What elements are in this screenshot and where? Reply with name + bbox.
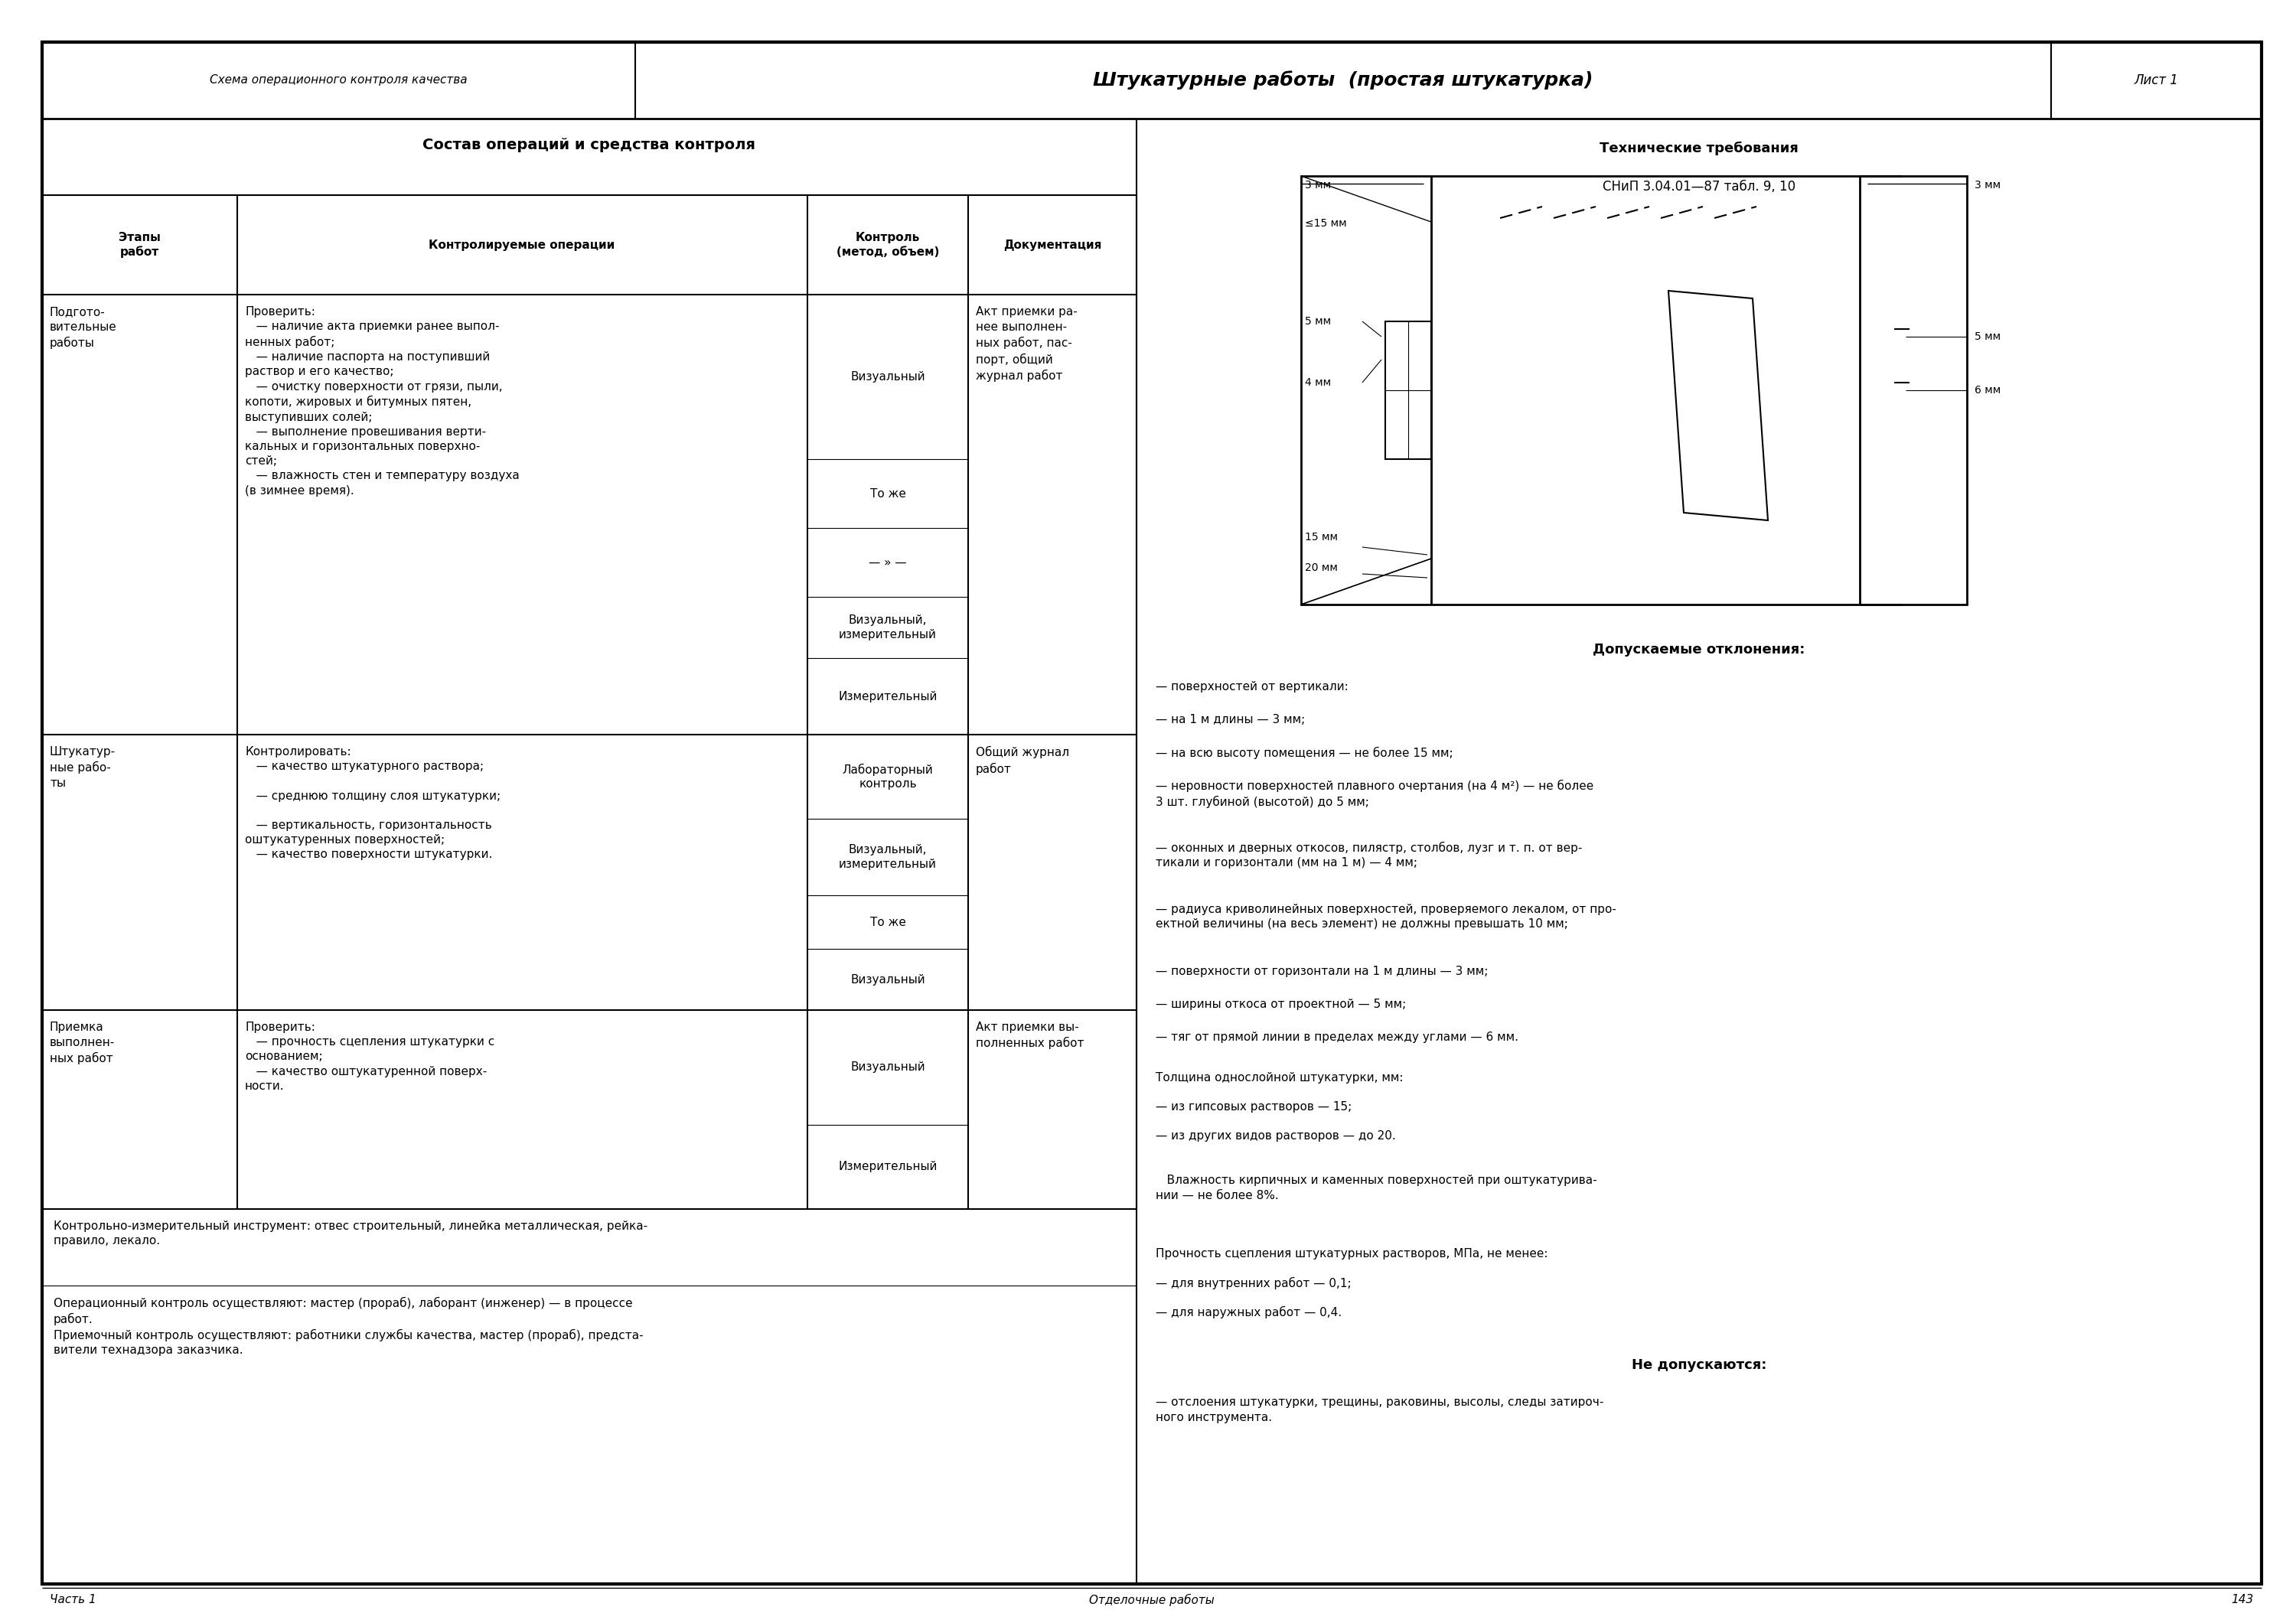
Text: — ширины откоса от проектной — 5 мм;: — ширины откоса от проектной — 5 мм; [1155, 998, 1405, 1010]
Text: Визуальный: Визуальный [850, 370, 925, 383]
Text: СНиП 3.04.01—87 табл. 9, 10: СНиП 3.04.01—87 табл. 9, 10 [1603, 180, 1795, 193]
Text: Контролировать:
   — качество штукатурного раствора;

   — среднюю толщину слоя : Контролировать: — качество штукатурного … [246, 747, 501, 860]
Text: Состав операций и средства контроля: Состав операций и средства контроля [422, 138, 755, 153]
Text: — из гипсовых растворов — 15;: — из гипсовых растворов — 15; [1155, 1100, 1352, 1113]
Text: Визуальный: Визуальный [850, 974, 925, 985]
Text: То же: То же [870, 489, 905, 500]
Text: Проверить:
   — наличие акта приемки ранее выпол-
ненных работ;
   — наличие пас: Проверить: — наличие акта приемки ранее … [246, 307, 519, 497]
Bar [1302, 175, 1968, 604]
Text: Документация: Документация [1003, 239, 1102, 250]
Text: Визуальный: Визуальный [850, 1061, 925, 1073]
Text: — для внутренних работ — 0,1;: — для внутренних работ — 0,1; [1155, 1277, 1352, 1290]
Text: 3 мм: 3 мм [1975, 180, 2000, 190]
Text: То же: То же [870, 917, 905, 928]
Text: — на 1 м длины — 3 мм;: — на 1 м длины — 3 мм; [1155, 714, 1304, 725]
Text: Акт приемки вы-
полненных работ: Акт приемки вы- полненных работ [976, 1021, 1084, 1050]
Text: Проверить:
   — прочность сцепления штукатурки с
основанием;
   — качество оштук: Проверить: — прочность сцепления штукату… [246, 1021, 494, 1092]
Text: 3 мм: 3 мм [1304, 180, 1332, 190]
Text: Операционный контроль осуществляют: мастер (прораб), лаборант (инженер) — в проц: Операционный контроль осуществляют: маст… [53, 1297, 643, 1355]
Text: Допускаемые отклонения:: Допускаемые отклонения: [1593, 643, 1805, 657]
Text: Штукатурные работы  (простая штукатурка): Штукатурные работы (простая штукатурка) [1093, 71, 1593, 89]
Text: Подгото-
вительные
работы: Подгото- вительные работы [51, 307, 117, 349]
Text: 6 мм: 6 мм [1975, 385, 2000, 396]
Text: — неровности поверхностей плавного очертания (на 4 м²) — не более
3 шт. глубиной: — неровности поверхностей плавного очерт… [1155, 779, 1593, 808]
Text: Контролируемые операции: Контролируемые операции [429, 239, 615, 250]
Text: — поверхностей от вертикали:: — поверхностей от вертикали: [1155, 682, 1348, 693]
Text: Отделочные работы: Отделочные работы [1088, 1594, 1215, 1607]
Text: Измерительный: Измерительный [838, 1160, 937, 1173]
Text: Акт приемки ра-
нее выполнен-
ных работ, пас-
порт, общий
журнал работ: Акт приемки ра- нее выполнен- ных работ,… [976, 307, 1077, 381]
Text: 15 мм: 15 мм [1304, 532, 1339, 542]
Text: Штукатур-
ные рабо-
ты: Штукатур- ные рабо- ты [51, 747, 115, 789]
Text: — из других видов растворов — до 20.: — из других видов растворов — до 20. [1155, 1130, 1396, 1141]
Text: Технические требования: Технические требования [1600, 141, 1798, 156]
Text: Измерительный: Измерительный [838, 691, 937, 703]
Text: — отслоения штукатурки, трещины, раковины, высолы, следы затироч-
ного инструмен: — отслоения штукатурки, трещины, раковин… [1155, 1396, 1603, 1423]
Text: — » —: — » — [868, 557, 907, 568]
Text: — радиуса криволинейных поверхностей, проверяемого лекалом, от про-
ектной велич: — радиуса криволинейных поверхностей, пр… [1155, 904, 1616, 930]
Text: Часть 1: Часть 1 [51, 1594, 96, 1605]
Text: Схема операционного контроля качества: Схема операционного контроля качества [209, 75, 466, 86]
Text: Лабораторный
контроль: Лабораторный контроль [843, 763, 932, 790]
Text: Общий журнал
работ: Общий журнал работ [976, 747, 1070, 774]
Text: Влажность кирпичных и каменных поверхностей при оштукатурива-
нии — не более 8%.: Влажность кирпичных и каменных поверхнос… [1155, 1175, 1598, 1201]
Text: Этапы
работ: Этапы работ [119, 232, 161, 258]
Text: 4 мм: 4 мм [1304, 377, 1332, 388]
Text: Визуальный,
измерительный: Визуальный, измерительный [838, 615, 937, 641]
Text: 5 мм: 5 мм [1304, 316, 1332, 326]
Text: — тяг от прямой линии в пределах между углами — 6 мм.: — тяг от прямой линии в пределах между у… [1155, 1032, 1518, 1044]
Text: ≤15 мм: ≤15 мм [1304, 217, 1348, 229]
Text: Приемка
выполнен-
ных работ: Приемка выполнен- ных работ [51, 1021, 115, 1065]
Text: Визуальный,
измерительный: Визуальный, измерительный [838, 844, 937, 870]
Text: 143: 143 [2232, 1594, 2255, 1605]
Text: — на всю высоту помещения — не более 15 мм;: — на всю высоту помещения — не более 15 … [1155, 747, 1453, 760]
Text: 20 мм: 20 мм [1304, 563, 1339, 573]
Polygon shape [1669, 291, 1768, 521]
Text: Толщина однослойной штукатурки, мм:: Толщина однослойной штукатурки, мм: [1155, 1073, 1403, 1084]
Text: Не допускаются:: Не допускаются: [1632, 1358, 1766, 1371]
Text: 5 мм: 5 мм [1975, 331, 2000, 342]
Text: — для наружных работ — 0,4.: — для наружных работ — 0,4. [1155, 1307, 1341, 1318]
Text: Лист 1: Лист 1 [2133, 73, 2179, 88]
Bar [1384, 321, 1430, 459]
Text: Прочность сцепления штукатурных растворов, МПа, не менее:: Прочность сцепления штукатурных растворо… [1155, 1248, 1548, 1259]
Text: Контроль
(метод, объем): Контроль (метод, объем) [836, 232, 939, 258]
Text: — оконных и дверных откосов, пилястр, столбов, лузг и т. п. от вер-
тикали и гор: — оконных и дверных откосов, пилястр, ст… [1155, 842, 1582, 868]
Text: — поверхности от горизонтали на 1 м длины — 3 мм;: — поверхности от горизонтали на 1 м длин… [1155, 966, 1488, 977]
Text: Контрольно-измерительный инструмент: отвес строительный, линейка металлическая, : Контрольно-измерительный инструмент: отв… [53, 1220, 647, 1246]
